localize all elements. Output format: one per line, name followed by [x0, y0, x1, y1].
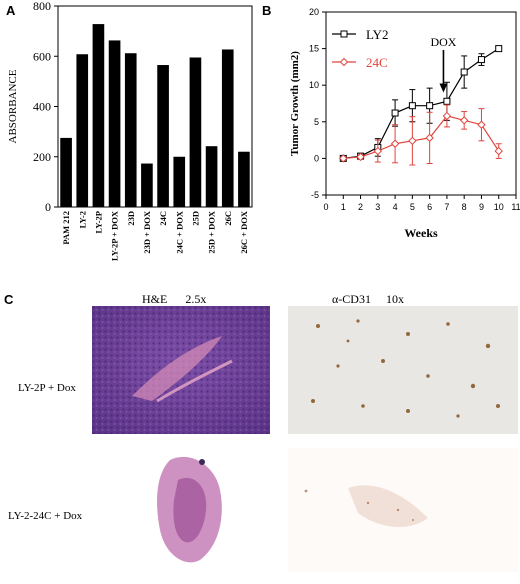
data-point [443, 97, 451, 105]
y-tick-label: -5 [311, 190, 319, 200]
series-24C [339, 104, 503, 166]
data-point [459, 116, 469, 125]
x-tick-label-3: LY-2P + DOX [110, 210, 120, 261]
x-tick-label: 4 [393, 202, 398, 212]
data-point [426, 102, 434, 110]
x-tick-label: 5 [410, 202, 415, 212]
y-tick-label: 0 [45, 200, 51, 214]
x-tick-label: 2 [358, 202, 363, 212]
legend-marker [339, 57, 349, 67]
x-tick-label-5: 23D + DOX [142, 210, 152, 253]
y-tick-label: 200 [33, 150, 51, 164]
y-tick-label: 20 [309, 7, 319, 17]
series-LY2 [339, 45, 503, 162]
x-tick-label-7: 24C + DOX [174, 210, 184, 253]
x-tick-label-9: 25D + DOX [207, 210, 217, 253]
x-tick-label-6: 24C [158, 211, 168, 226]
series-line [343, 48, 500, 159]
legend-label: LY2 [366, 27, 389, 42]
data-point [425, 133, 434, 143]
x-tick-label: 11 [511, 202, 520, 212]
y-tick-label: 400 [33, 100, 51, 114]
data-point [391, 109, 399, 117]
bar-11 [238, 151, 250, 207]
bar-10 [221, 49, 234, 208]
legend-marker [340, 30, 348, 38]
y-axis-label: Tumor Growth (mm2) [289, 51, 301, 156]
dox-arrow-head [439, 83, 448, 93]
cd31-micrograph-row-2 [288, 448, 518, 572]
he-micrograph-row-2 [140, 450, 250, 570]
x-tick-label-0: PAM 212 [61, 211, 71, 245]
bar-3 [108, 40, 121, 207]
x-axis-label: Weeks [404, 226, 438, 240]
y-tick-label: 10 [309, 80, 319, 90]
data-point [495, 45, 503, 53]
absorbance-bar-chart: 0 200 400 600 800 ABSORBANCE PAM 212 LY-2 LY-2P L… [7, 0, 253, 261]
data-point [477, 120, 486, 129]
bar-4 [124, 53, 137, 207]
series-line [343, 115, 500, 159]
x-tick-label-11: 26C + DOX [239, 210, 249, 253]
cd31-micrograph-row-1 [288, 306, 518, 434]
x-tick-label: 3 [375, 202, 380, 212]
bar-8 [189, 57, 202, 207]
data-point [408, 102, 416, 110]
x-tick-label: 0 [323, 202, 328, 212]
bar-2 [92, 24, 105, 208]
panel-c-letter: C [4, 292, 14, 307]
x-tick-label: 7 [444, 202, 449, 212]
bar-0 [60, 137, 72, 207]
row-1-label: LY-2P + Dox [18, 382, 76, 394]
bar-6 [157, 65, 169, 207]
data-point [356, 152, 365, 162]
bar-5 [141, 163, 153, 207]
x-tick-label-10: 26C [223, 211, 233, 226]
data-point [494, 146, 503, 156]
y-tick-label: 5 [314, 117, 319, 127]
plot-frame [325, 11, 517, 196]
row-2-label: LY-2-24C + Dox [8, 510, 83, 522]
y-tick-label: 15 [309, 44, 319, 54]
data-point [339, 154, 348, 163]
y-tick-label: 600 [33, 49, 51, 63]
x-tick-label: 10 [494, 202, 504, 212]
data-point [408, 136, 417, 146]
he-column-header: H&E 2.5x [142, 292, 207, 306]
y-axis-label: ABSORBANCE [7, 69, 19, 143]
y-tick-label: 0 [314, 153, 319, 163]
x-tick-label: 9 [479, 202, 484, 212]
bar-9 [205, 146, 218, 207]
x-tick-label-4: 23D [126, 211, 136, 226]
dox-annotation-label: DOX [430, 35, 456, 49]
x-tick-label-8: 25D [190, 211, 200, 226]
data-point [373, 146, 383, 156]
cd31-column-header: α-CD31 10x [332, 292, 404, 306]
data-point [477, 56, 485, 64]
bar-1 [76, 54, 89, 207]
y-tick-label: 800 [33, 0, 51, 13]
he-micrograph-row-1 [92, 306, 270, 434]
panel-a-letter: A [6, 3, 16, 18]
x-tick-label-1: LY-2 [77, 211, 87, 228]
data-point [460, 68, 468, 76]
bar-7 [173, 156, 186, 207]
x-tick-label-2: LY-2P [93, 211, 103, 234]
legend-label: 24C [366, 55, 388, 70]
x-tick-label: 6 [427, 202, 432, 212]
x-tick-label: 1 [341, 202, 346, 212]
tumor-growth-line-chart: -5 0 5 10 15 20 0 1 2 3 4 5 6 7 8 9 10 11 Weeks Tumor Growt… [289, 7, 520, 240]
x-tick-label: 8 [462, 202, 467, 212]
panel-b-letter: B [262, 3, 272, 18]
data-point [390, 139, 400, 148]
data-point [442, 111, 452, 121]
